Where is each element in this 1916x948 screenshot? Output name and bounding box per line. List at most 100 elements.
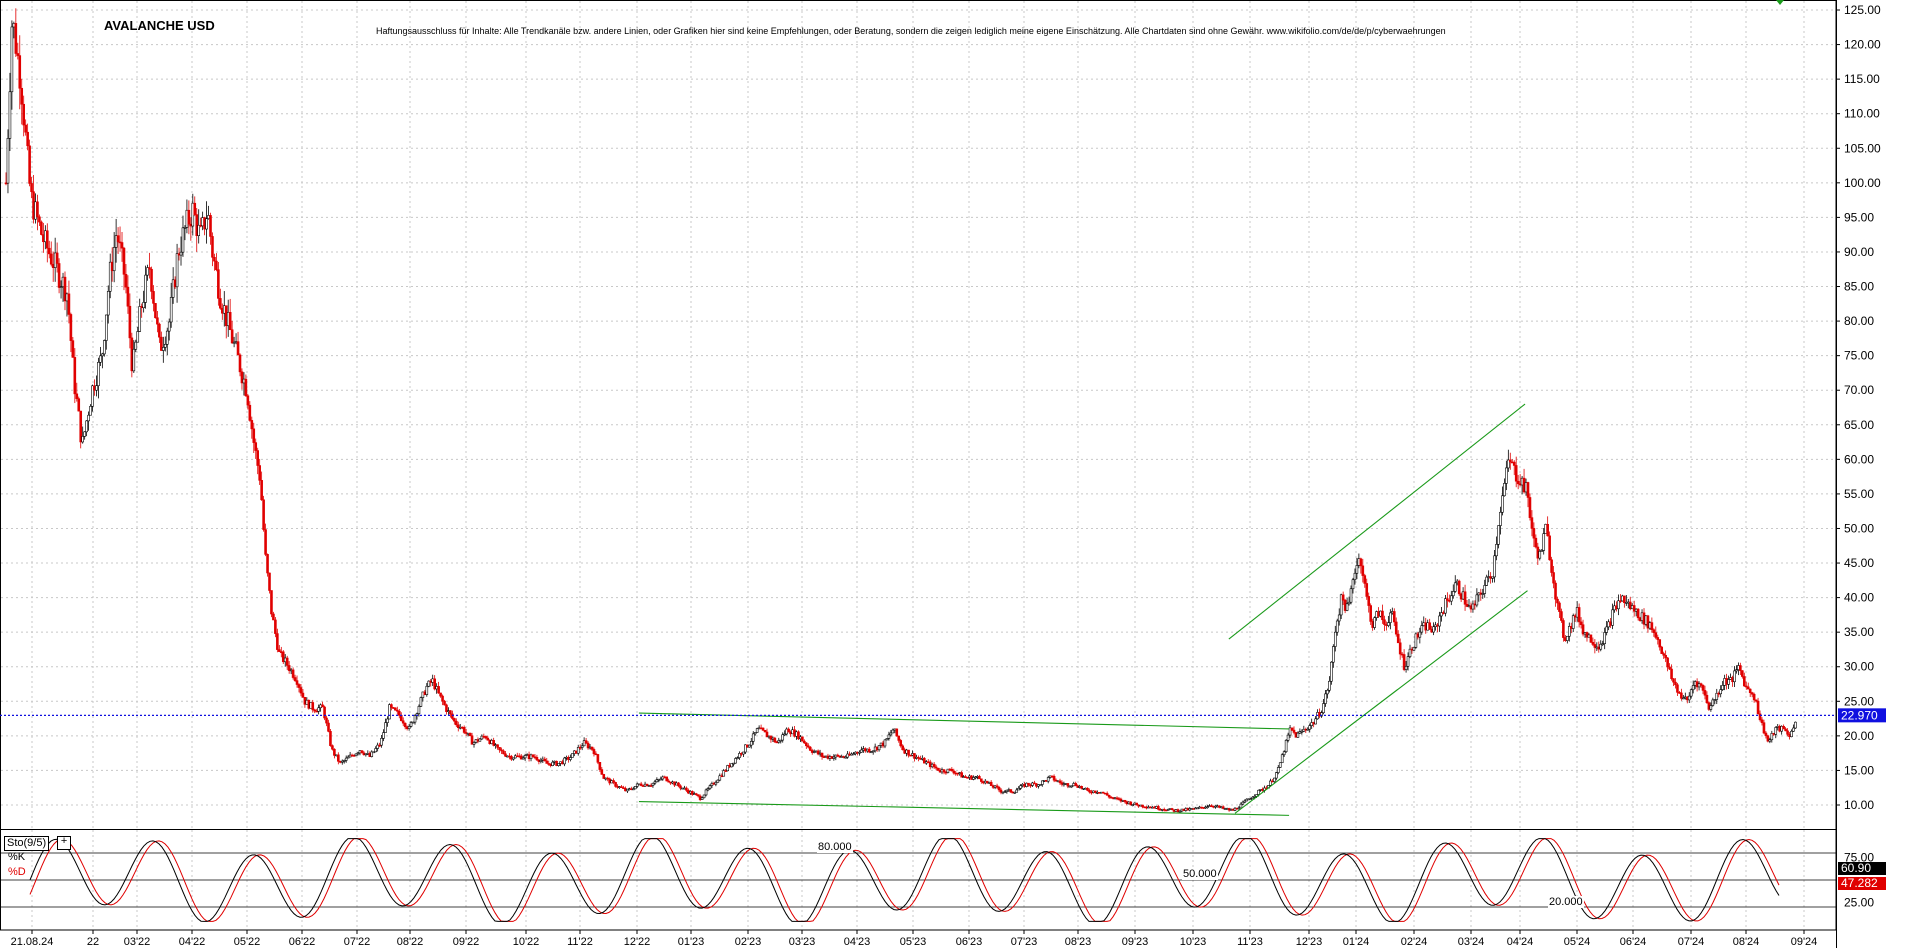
candle-body [456, 724, 460, 728]
x-tick-label: 05'22 [234, 936, 261, 948]
candle-body [960, 772, 963, 778]
candle-body [1363, 575, 1367, 584]
candle-body [425, 685, 429, 695]
candle-body [417, 706, 421, 714]
candle-body [248, 404, 252, 421]
candle-body [1157, 806, 1160, 810]
candle-body [276, 633, 279, 650]
candle-body [1687, 695, 1691, 701]
x-tick-label: 01'23 [678, 936, 705, 948]
candle-body [1503, 483, 1506, 497]
candle-body [401, 720, 405, 724]
candle-body [1727, 679, 1730, 685]
candle-body [803, 740, 806, 744]
candle-body [1501, 495, 1504, 513]
candle-body [751, 733, 755, 742]
candle-body [1463, 591, 1467, 605]
candle-body [240, 371, 244, 384]
candle-body [81, 436, 84, 443]
y-tick-label: 80.00 [1844, 314, 1874, 328]
candle-body [95, 385, 98, 391]
candle-body [1398, 642, 1402, 655]
candle-body [1507, 459, 1510, 469]
candle-body [1251, 796, 1254, 799]
candle-body [97, 362, 100, 387]
candle-body [313, 709, 317, 712]
indicator-label[interactable]: Sto(9/5) [4, 836, 50, 851]
candle-body [462, 727, 466, 733]
candle-body [1670, 668, 1673, 679]
candle-body [24, 124, 27, 133]
candle-body [631, 788, 635, 791]
candle-body [978, 776, 981, 780]
candle-body [1333, 631, 1337, 647]
candle-body [1652, 629, 1656, 633]
candle-body [1257, 789, 1260, 795]
candle-body [598, 762, 602, 770]
candle-body [293, 677, 297, 681]
expand-icon[interactable]: + [57, 836, 71, 850]
candle-body [104, 314, 108, 341]
candle-body [278, 649, 281, 652]
candle-body [1420, 625, 1424, 633]
candle-body [441, 695, 444, 702]
candle-body [1589, 634, 1593, 643]
candle-body [1774, 727, 1778, 735]
candle-body [1784, 728, 1787, 732]
candle-body [1768, 739, 1772, 742]
candle-body [694, 793, 698, 795]
x-tick-label: 05'24 [1564, 936, 1591, 948]
candle-body [891, 729, 895, 734]
candle-body [1306, 728, 1310, 731]
candle-body [1658, 639, 1662, 648]
candle-body [325, 717, 328, 724]
candle-body [142, 302, 145, 309]
candle-body [244, 378, 248, 397]
candle-body [761, 727, 765, 731]
candle-body [1353, 572, 1357, 581]
candle-body [1603, 632, 1606, 644]
candle-body [1402, 654, 1406, 670]
candle-body [820, 752, 824, 757]
candle-body [917, 756, 920, 759]
candle-body [281, 651, 285, 663]
candle-body [1094, 790, 1097, 793]
candle-body [1514, 465, 1518, 482]
candle-body [1766, 735, 1770, 742]
candle-body [219, 298, 222, 309]
candle-body [846, 753, 849, 758]
candle-body [942, 769, 946, 773]
candle-body [832, 756, 836, 759]
candle-body [502, 750, 505, 755]
candle-body [787, 728, 790, 733]
candle-body [1636, 608, 1640, 619]
candle-body [36, 201, 39, 218]
candle-body [1542, 533, 1546, 551]
candle-body [730, 763, 733, 768]
legend-k: %K [8, 851, 26, 863]
d-value-badge [1838, 877, 1886, 890]
candle-body [1241, 801, 1245, 805]
candle-body [633, 786, 637, 790]
candle-body [952, 770, 956, 774]
candle-body [1392, 611, 1396, 623]
candle-body [1579, 621, 1583, 625]
candle-body [77, 398, 81, 412]
candle-body [1019, 785, 1022, 789]
candle-body [1450, 595, 1453, 602]
candle-body [254, 442, 258, 451]
x-tick-label: 04'24 [1507, 936, 1534, 948]
candle-body [211, 236, 214, 258]
candle-body [1003, 791, 1007, 793]
x-tick-label: 02'24 [1401, 936, 1428, 948]
candle-body [1566, 635, 1569, 641]
candle-body [1699, 683, 1703, 686]
candle-body [1239, 803, 1243, 809]
candle-body [531, 754, 535, 758]
candle-body [386, 718, 389, 723]
candle-body [59, 286, 63, 288]
candle-body [1481, 593, 1485, 595]
candle-body [116, 235, 120, 243]
candle-body [578, 747, 582, 749]
